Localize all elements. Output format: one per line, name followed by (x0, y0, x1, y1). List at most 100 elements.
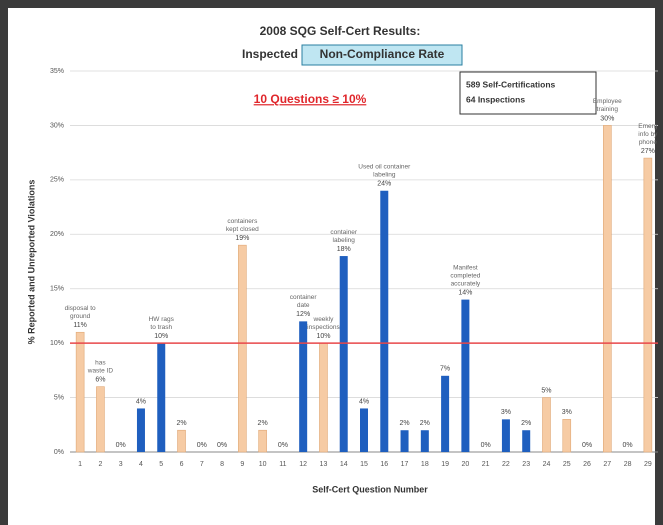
value-label: 6% (95, 377, 105, 384)
x-tick-label: 5 (159, 461, 163, 468)
annotation: kept closed (226, 226, 259, 233)
bar (501, 419, 510, 452)
annotation: info by (638, 131, 658, 138)
value-label: 19% (235, 235, 249, 242)
x-tick-label: 2 (98, 461, 102, 468)
x-tick-label: 18 (421, 461, 429, 468)
y-tick-label: 20% (50, 231, 64, 238)
x-tick-label: 7 (200, 461, 204, 468)
x-tick-label: 4 (139, 461, 143, 468)
bar (441, 375, 450, 452)
value-label: 0% (582, 442, 592, 449)
bar (319, 342, 328, 453)
annotation: accurately (451, 280, 481, 287)
y-axis-label: % Reported and Unreported Violations (26, 180, 36, 345)
annotation: disposal to (65, 305, 96, 312)
annotation: containers (227, 218, 258, 225)
value-label: 2% (521, 420, 531, 427)
y-tick-label: 10% (50, 340, 64, 347)
bar (643, 157, 653, 453)
annotation: weekly (313, 316, 335, 323)
annotation: Employee (593, 98, 622, 105)
annotation: labeling (333, 237, 356, 244)
y-tick-label: 0% (54, 449, 64, 456)
y-tick-label: 35% (50, 68, 64, 75)
value-label: 5% (541, 387, 551, 394)
value-label: 14% (458, 289, 472, 296)
bar (75, 331, 85, 453)
annotation: training (597, 106, 619, 113)
bar (522, 430, 531, 452)
x-tick-label: 22 (502, 461, 510, 468)
x-tick-label: 9 (240, 461, 244, 468)
value-label: 4% (136, 398, 146, 405)
value-label: 24% (377, 181, 391, 188)
annotation: inspections (307, 324, 340, 331)
bar (380, 190, 389, 452)
value-label: 0% (217, 442, 227, 449)
x-tick-label: 17 (401, 461, 409, 468)
value-label: 2% (399, 420, 409, 427)
x-tick-label: 13 (320, 461, 328, 468)
value-label: 0% (481, 442, 491, 449)
x-tick-label: 27 (603, 461, 611, 468)
value-label: 2% (258, 420, 268, 427)
value-label: 11% (73, 322, 87, 329)
bar (299, 321, 308, 452)
bar (360, 408, 368, 452)
x-tick-label: 11 (279, 461, 286, 468)
annotation: Used oil container (358, 163, 411, 170)
value-label: 4% (359, 398, 369, 405)
subtitle: 10 Questions ≥ 10% (254, 92, 367, 106)
x-tick-label: 6 (180, 461, 184, 468)
x-tick-label: 19 (441, 461, 449, 468)
x-tick-label: 10 (259, 461, 267, 468)
x-tick-label: 12 (299, 461, 307, 468)
x-tick-label: 16 (380, 461, 388, 468)
value-label: 0% (197, 442, 207, 449)
x-tick-label: 14 (340, 461, 348, 468)
x-tick-label: 26 (583, 461, 591, 468)
chart-title-line2: Inspected (242, 47, 298, 61)
annotation: HW rags (149, 316, 175, 323)
x-tick-label: 15 (360, 461, 368, 468)
value-label: 0% (278, 442, 288, 449)
bar (238, 244, 247, 453)
value-label: 0% (116, 442, 126, 449)
x-tick-label: 24 (543, 461, 551, 468)
x-tick-label: 21 (482, 461, 490, 468)
bar (136, 408, 145, 452)
annotation: ground (70, 313, 91, 320)
value-label: 18% (337, 246, 351, 253)
bar (603, 125, 612, 453)
bar (420, 430, 429, 452)
value-label: 2% (420, 420, 430, 427)
value-label: 30% (600, 115, 614, 122)
x-tick-label: 25 (563, 461, 571, 468)
annotation: has (95, 359, 106, 366)
annotation: labeling (373, 171, 396, 178)
x-tick-label: 8 (220, 461, 224, 468)
info-line: 589 Self-Certifications (466, 79, 556, 89)
y-tick-label: 5% (54, 394, 64, 401)
info-box (459, 71, 597, 115)
annotation: to trash (150, 324, 172, 331)
title-highlight (301, 44, 463, 66)
annotation: Manifest (453, 264, 478, 271)
value-label: 2% (176, 420, 186, 427)
value-label: 3% (562, 409, 572, 416)
value-label: 10% (316, 333, 330, 340)
bar (96, 386, 105, 453)
bar (177, 429, 186, 453)
annotation: phone (639, 139, 657, 146)
value-label: 10% (154, 333, 168, 340)
x-tick-label: 20 (461, 461, 469, 468)
y-tick-label: 25% (50, 177, 64, 184)
y-tick-label: 15% (50, 286, 64, 293)
x-tick-label: 23 (522, 461, 530, 468)
bar (157, 343, 166, 452)
annotation: Emerg (638, 123, 658, 130)
annotation: container (330, 229, 358, 236)
x-tick-label: 28 (624, 461, 632, 468)
